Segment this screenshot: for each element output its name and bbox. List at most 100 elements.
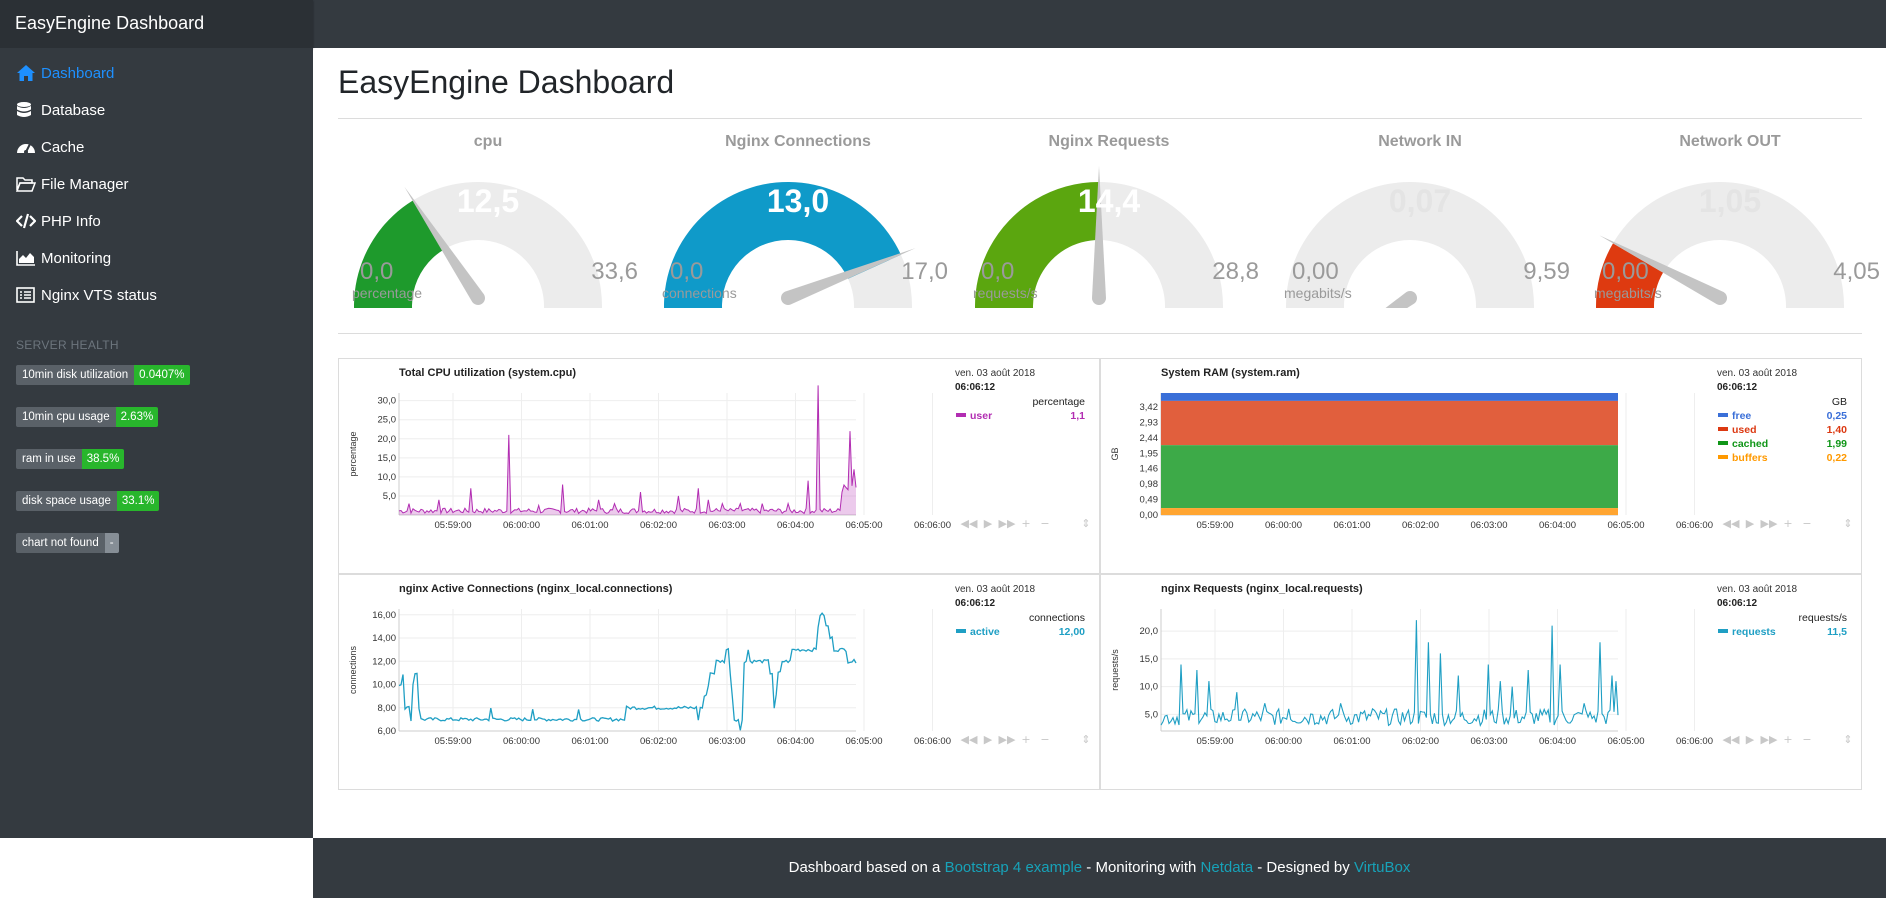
sidebar-item-label: Dashboard bbox=[41, 64, 115, 82]
gauge-max: 9,59 bbox=[1523, 258, 1570, 285]
legend-swatch bbox=[1718, 427, 1728, 431]
footer-link-bootstrap[interactable]: Bootstrap 4 example bbox=[944, 859, 1083, 876]
ram-used-area bbox=[1161, 400, 1618, 446]
gauge-max: 33,6 bbox=[591, 258, 638, 285]
footer-text: - Monitoring with bbox=[1082, 859, 1201, 876]
chart-toolbox-button: ◀◀ bbox=[1723, 733, 1740, 746]
footer-text: Dashboard based on a bbox=[788, 859, 945, 876]
legend-date: ven. 03 août 2018 bbox=[1717, 368, 1798, 379]
chart-svg: nginx Active Connections (nginx_local.co… bbox=[348, 583, 1091, 747]
ram-cached-area bbox=[1161, 445, 1618, 509]
x-tick-label: 06:06:00 bbox=[1676, 520, 1713, 531]
gauge-max: 17,0 bbox=[901, 258, 948, 285]
chart-cpu[interactable]: Total CPU utilization (system.cpu) percen… bbox=[338, 358, 1100, 574]
brand-title[interactable]: EasyEngine Dashboard bbox=[0, 0, 313, 48]
x-tick-label: 06:01:00 bbox=[572, 520, 609, 531]
gauge-graphic bbox=[354, 182, 602, 308]
y-tick-label: 5,0 bbox=[383, 491, 396, 502]
gauge-network-in: Network IN 0,07 0,00 9,59 megabits/s bbox=[1270, 128, 1570, 308]
y-tick-label: 1,46 bbox=[1140, 464, 1159, 475]
legend-series-name: used bbox=[1732, 424, 1757, 436]
gauge-title: Network OUT bbox=[1679, 133, 1781, 150]
gauge-graphic bbox=[664, 182, 916, 308]
x-tick-label: 06:03:00 bbox=[709, 736, 746, 747]
chart-toolbox-button: ▶▶ bbox=[1761, 517, 1778, 530]
legend-date: ven. 03 août 2018 bbox=[955, 584, 1036, 595]
chart-toolbox-button: ◀◀ bbox=[961, 517, 978, 530]
x-tick-label: 06:03:00 bbox=[1471, 520, 1508, 531]
y-tick-label: 15,0 bbox=[378, 453, 397, 464]
gauge-title: Nginx Requests bbox=[1048, 133, 1170, 150]
sidebar-item-dashboard[interactable]: Dashboard bbox=[16, 61, 114, 85]
chart-toolbox-button: ▶ bbox=[984, 517, 993, 530]
chart-ram[interactable]: System RAM (system.ram) GB 3,42 2,93 2,44 1,9… bbox=[1100, 358, 1862, 574]
health-label: ram in use bbox=[16, 449, 82, 469]
legend-swatch bbox=[1718, 629, 1728, 633]
folder-open-icon bbox=[16, 177, 36, 192]
list-icon bbox=[16, 287, 35, 303]
chart-svg: System RAM (system.ram) GB 3,42 2,93 2,44 1,9… bbox=[1110, 367, 1853, 531]
gauge-fill bbox=[664, 182, 901, 308]
x-tick-label: 06:01:00 bbox=[572, 736, 609, 747]
chart-toolbox-button: + bbox=[1021, 733, 1030, 746]
legend-series-value: 11,5 bbox=[1827, 626, 1847, 638]
legend-units: GB bbox=[1832, 396, 1847, 408]
chart-toolbox-button: ▶ bbox=[1746, 733, 1755, 746]
sidebar-item-database[interactable]: Database bbox=[16, 98, 105, 122]
chart-nginx-connections[interactable]: nginx Active Connections (nginx_local.co… bbox=[338, 574, 1100, 790]
legend-time: 06:06:12 bbox=[955, 382, 995, 393]
code-icon bbox=[16, 213, 36, 229]
home-icon bbox=[17, 65, 35, 81]
sidebar-item-label: Monitoring bbox=[41, 249, 112, 267]
x-tick-label: 06:01:00 bbox=[1334, 736, 1371, 747]
chart-resize-handle: ⇕ bbox=[1081, 517, 1090, 530]
x-tick-label: 05:59:00 bbox=[1197, 520, 1234, 531]
top-navbar bbox=[0, 0, 1886, 48]
divider bbox=[338, 118, 1862, 119]
x-tick-label: 06:00:00 bbox=[1265, 736, 1302, 747]
health-value: 33.1% bbox=[116, 491, 160, 511]
chart-toolbox-button: ▶ bbox=[984, 733, 993, 746]
health-badge-chart-not-found: chart not found - bbox=[16, 533, 119, 553]
x-tick-label: 06:03:00 bbox=[709, 520, 746, 531]
chart-ylabel: connections bbox=[348, 645, 358, 694]
sidebar-item-monitoring[interactable]: Monitoring bbox=[16, 246, 111, 270]
footer-link-netdata[interactable]: Netdata bbox=[1200, 859, 1254, 876]
gauge-needle bbox=[781, 248, 916, 305]
chart-title: nginx Requests (nginx_local.requests) bbox=[1161, 583, 1363, 595]
gauge-value: 13,0 bbox=[766, 183, 830, 219]
chart-toolbox-button: ▶ bbox=[1746, 517, 1755, 530]
sidebar-item-nginx-vts[interactable]: Nginx VTS status bbox=[16, 283, 157, 307]
gauge-network-out: Network OUT 1,05 0,00 4,05 megabits/s bbox=[1580, 128, 1880, 308]
health-label: disk space usage bbox=[16, 491, 117, 511]
gauge-track bbox=[1286, 182, 1534, 308]
chart-nginx-requests[interactable]: nginx Requests (nginx_local.requests) req… bbox=[1100, 574, 1862, 790]
y-tick-label: 15,0 bbox=[1140, 654, 1159, 665]
x-tick-label: 05:59:00 bbox=[435, 520, 472, 531]
y-tick-label: 12,00 bbox=[372, 656, 396, 667]
y-tick-label: 2,44 bbox=[1140, 433, 1159, 444]
legend-series-value: 1,99 bbox=[1827, 438, 1848, 450]
chart-toolbox-button: ▶▶ bbox=[1761, 733, 1778, 746]
gauge-unit: megabits/s bbox=[1594, 285, 1662, 301]
health-value: 38.5% bbox=[81, 449, 125, 469]
divider bbox=[338, 333, 1862, 334]
sidebar-item-label: Nginx VTS status bbox=[41, 286, 157, 304]
sidebar-item-cache[interactable]: Cache bbox=[16, 135, 84, 159]
gauge-value: 14,4 bbox=[1077, 183, 1141, 219]
gauge-min: 0,00 bbox=[1292, 258, 1339, 285]
legend-series-value: 0,22 bbox=[1827, 452, 1848, 464]
legend-series-value: 1,40 bbox=[1827, 424, 1848, 436]
x-tick-label: 06:05:00 bbox=[1608, 520, 1645, 531]
sidebar-item-file-manager[interactable]: File Manager bbox=[16, 172, 129, 196]
gauge-needle bbox=[1599, 235, 1727, 305]
chart-toolbox-button: ◀◀ bbox=[1723, 517, 1740, 530]
gauge-unit: connections bbox=[662, 285, 737, 301]
y-tick-label: 16,00 bbox=[372, 610, 396, 621]
legend-swatch bbox=[956, 413, 966, 417]
x-tick-label: 06:02:00 bbox=[640, 520, 677, 531]
legend-units: connections bbox=[1029, 612, 1085, 624]
sidebar-item-php-info[interactable]: PHP Info bbox=[16, 209, 101, 233]
footer-link-virtubox[interactable]: VirtuBox bbox=[1353, 859, 1411, 876]
x-tick-label: 06:05:00 bbox=[846, 520, 883, 531]
